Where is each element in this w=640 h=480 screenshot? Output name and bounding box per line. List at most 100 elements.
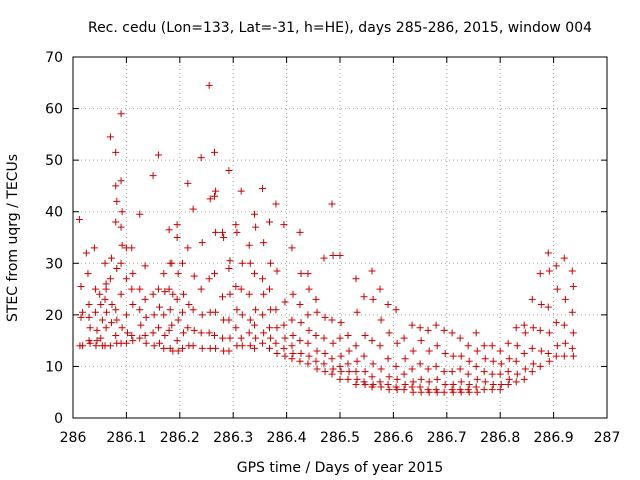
data-point: [117, 259, 125, 267]
data-point: [432, 362, 440, 370]
data-point: [320, 334, 328, 342]
data-point: [238, 259, 246, 267]
data-point: [345, 347, 353, 355]
data-point: [489, 357, 497, 365]
data-point: [197, 154, 205, 162]
data-point: [123, 329, 131, 337]
data-point: [321, 368, 329, 376]
data-point: [118, 208, 126, 216]
data-point: [465, 388, 473, 396]
data-point: [189, 306, 197, 314]
data-point: [289, 331, 297, 339]
data-point: [504, 339, 512, 347]
data-point: [553, 342, 561, 350]
data-point: [212, 344, 220, 352]
data-point: [219, 228, 227, 236]
data-point: [260, 329, 268, 337]
data-point: [91, 308, 99, 316]
data-point: [245, 329, 253, 337]
data-point: [112, 182, 120, 190]
data-point: [561, 295, 569, 303]
data-point: [520, 350, 528, 358]
data-point: [129, 301, 137, 309]
data-point: [112, 306, 120, 314]
data-point: [384, 355, 392, 363]
data-point: [553, 285, 561, 293]
data-point: [189, 205, 197, 213]
data-point: [251, 321, 259, 329]
data-point: [296, 357, 304, 365]
data-point: [219, 293, 227, 301]
x-tick-label: 286.6: [373, 430, 413, 446]
data-point: [198, 311, 206, 319]
data-point: [537, 301, 545, 309]
data-point: [560, 352, 568, 360]
x-tick-label: 286.3: [213, 430, 253, 446]
data-point: [178, 259, 186, 267]
data-point: [154, 151, 162, 159]
data-point: [552, 262, 560, 270]
data-point: [521, 329, 529, 337]
data-point: [409, 347, 417, 355]
data-point: [79, 308, 87, 316]
data-point: [433, 375, 441, 383]
data-point: [141, 262, 149, 270]
data-point: [288, 244, 296, 252]
data-point: [205, 329, 213, 337]
data-point: [184, 324, 192, 332]
data-point: [328, 316, 336, 324]
data-point: [353, 308, 361, 316]
data-point: [205, 275, 213, 283]
data-point: [206, 195, 214, 203]
data-point: [232, 324, 240, 332]
data-point: [280, 321, 288, 329]
data-point: [440, 326, 448, 334]
data-point: [449, 388, 457, 396]
data-point: [489, 380, 497, 388]
data-point: [259, 311, 267, 319]
data-point: [156, 303, 164, 311]
data-point: [377, 365, 385, 373]
data-point: [184, 179, 192, 187]
data-point: [408, 383, 416, 391]
data-point: [552, 352, 560, 360]
data-point: [464, 370, 472, 378]
data-point: [385, 329, 393, 337]
data-point: [260, 239, 268, 247]
data-point: [529, 324, 537, 332]
data-point: [142, 313, 150, 321]
data-point: [180, 329, 188, 337]
data-point: [456, 365, 464, 373]
data-point: [545, 329, 553, 337]
data-point: [266, 344, 274, 352]
data-point: [251, 344, 259, 352]
data-point: [352, 380, 360, 388]
data-point: [129, 270, 137, 278]
data-point: [112, 331, 120, 339]
data-point: [360, 352, 368, 360]
data-point: [425, 378, 433, 386]
data-point: [561, 339, 569, 347]
data-point: [165, 226, 173, 234]
ticks-layer: 286 286.1 286.2 286.3 286.4 286.5 286.6 286.7 28…: [45, 50, 620, 446]
data-point: [305, 285, 313, 293]
data-point: [568, 308, 576, 316]
data-point: [416, 383, 424, 391]
data-point: [297, 350, 305, 358]
data-point: [251, 270, 259, 278]
data-point: [496, 347, 504, 355]
data-point: [377, 383, 385, 391]
data-point: [336, 252, 344, 260]
data-point: [456, 334, 464, 342]
data-point: [344, 360, 352, 368]
data-point: [150, 311, 158, 319]
data-point: [305, 352, 313, 360]
data-point: [161, 288, 169, 296]
data-point: [488, 342, 496, 350]
data-point: [101, 259, 109, 267]
data-point: [416, 324, 424, 332]
data-point: [118, 241, 126, 249]
data-point: [137, 321, 145, 329]
data-point: [174, 347, 182, 355]
